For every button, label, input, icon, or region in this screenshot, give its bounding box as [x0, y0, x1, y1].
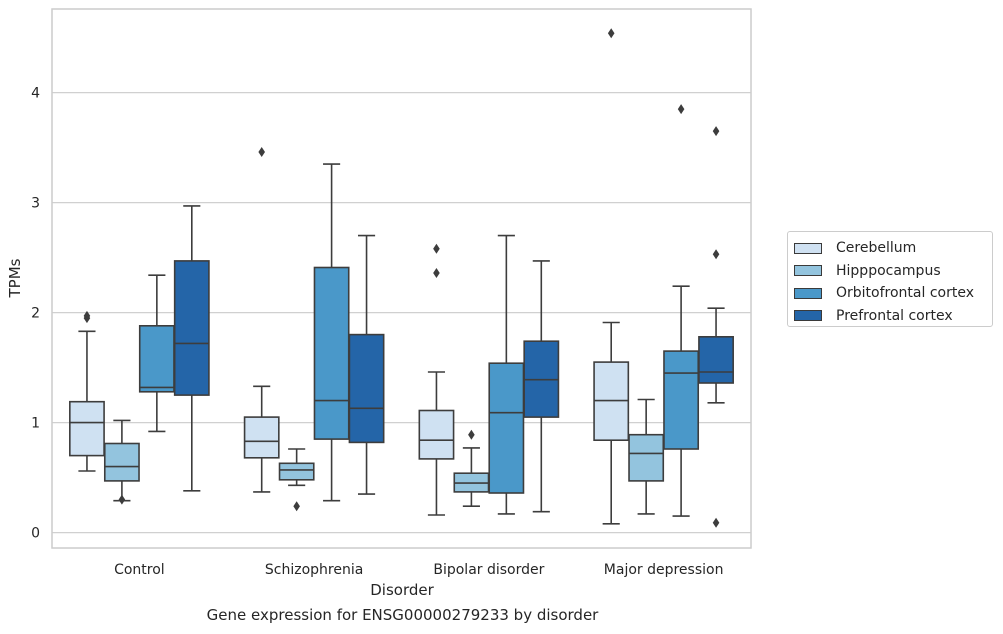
box-body: [488, 362, 525, 494]
box-body: [628, 433, 665, 482]
y-axis-label: TPMs: [6, 258, 24, 298]
box-2-1: [453, 429, 490, 508]
legend: Cerebellum Hipppocampus Orbitofrontal co…: [787, 231, 993, 327]
x-tick-labels: Control Schizophrenia Bipolar disorder Majo…: [114, 562, 723, 578]
legend-item-orbitofrontal-cortex: Orbitofrontal cortex: [794, 282, 992, 305]
gridlines: [52, 91, 751, 534]
legend-swatch: [794, 310, 822, 322]
x-tick-label: Schizophrenia: [265, 562, 363, 578]
box-2-3: [523, 260, 560, 513]
y-tick-label: 0: [31, 526, 40, 542]
outlier-point: [712, 517, 720, 528]
box-3-3: [698, 126, 734, 528]
plot-frame: [51, 8, 752, 549]
legend-label: Cerebellum: [836, 240, 917, 257]
x-tick-label: Control: [114, 562, 165, 578]
figure-caption: Gene expression for ENSG00000279233 by d…: [206, 606, 599, 624]
box-0-1: [103, 419, 140, 505]
outlier-point: [433, 243, 440, 254]
box-body: [103, 442, 140, 482]
box-0-2: [138, 274, 175, 433]
box-1-1: [278, 448, 315, 512]
box-body: [663, 350, 700, 450]
box-3-2: [663, 104, 700, 517]
outlier-point: [712, 126, 720, 137]
outlier-point: [118, 494, 126, 505]
box-body: [698, 335, 734, 384]
plot-border: [51, 8, 752, 549]
box-2-0: [418, 243, 455, 516]
legend-item-hippocampus: Hipppocampus: [794, 260, 992, 283]
box-body: [173, 260, 210, 396]
legend-label: Hipppocampus: [836, 262, 941, 279]
legend-swatch: [794, 287, 822, 299]
box-body: [348, 333, 385, 444]
box-3-1: [628, 398, 665, 515]
box-body: [313, 266, 350, 440]
box-plot-series: [69, 28, 734, 528]
legend-swatch: [794, 265, 822, 277]
box-body: [243, 416, 280, 459]
legend-item-cerebellum: Cerebellum: [794, 237, 992, 260]
legend-label: Orbitofrontal cortex: [836, 285, 974, 302]
outlier-point: [433, 268, 440, 278]
legend-swatch: [794, 242, 822, 254]
box-body: [69, 400, 105, 457]
y-tick-labels: 0 1 2 3 4: [31, 86, 40, 542]
box-1-0: [243, 147, 280, 493]
outlier-point: [468, 429, 475, 440]
legend-item-prefrontal-cortex: Prefrontal cortex: [794, 305, 992, 328]
box-body: [138, 324, 175, 393]
y-tick-label: 1: [31, 416, 40, 432]
y-tick-label: 2: [31, 306, 40, 322]
outlier-point: [677, 104, 685, 115]
outlier-point: [712, 249, 720, 260]
x-tick-label: Bipolar disorder: [433, 562, 544, 578]
box-0-0: [69, 310, 105, 472]
y-tick-label: 4: [31, 86, 40, 102]
y-tick-label: 3: [31, 196, 40, 212]
outlier-point: [83, 310, 91, 321]
box-3-0: [593, 28, 630, 525]
outlier-point: [607, 28, 615, 39]
box-1-2: [313, 163, 350, 502]
x-tick-label: Major depression: [604, 562, 724, 578]
x-axis-label: Disorder: [370, 581, 434, 599]
box-0-3: [173, 205, 210, 492]
box-2-2: [488, 234, 525, 515]
box-body: [418, 409, 455, 460]
box-1-3: [348, 234, 385, 495]
outlier-point: [258, 147, 265, 157]
legend-label: Prefrontal cortex: [836, 307, 953, 324]
outlier-point: [293, 501, 300, 512]
box-body: [278, 462, 315, 481]
